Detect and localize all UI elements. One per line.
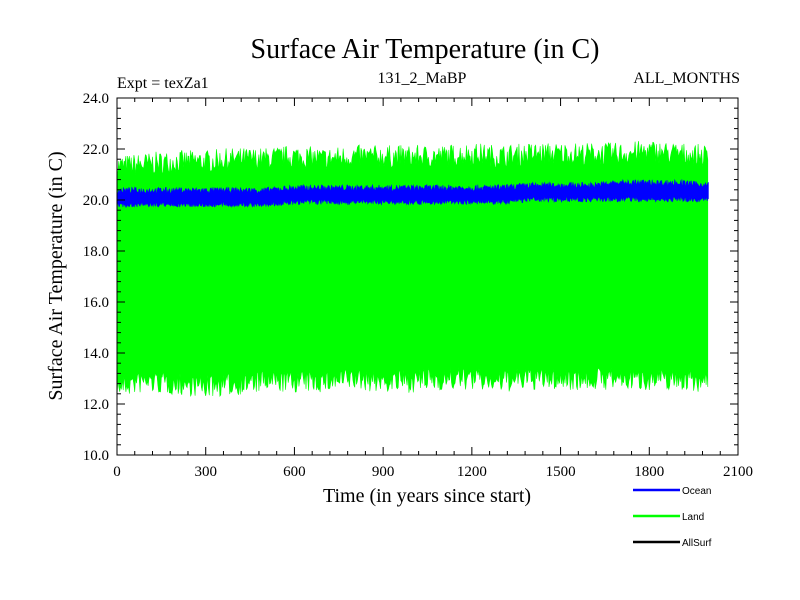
- x-tick-label: 900: [372, 464, 395, 480]
- y-tick-label: 10.0: [83, 448, 109, 464]
- y-tick-label: 12.0: [83, 397, 109, 413]
- y-tick-label: 14.0: [83, 346, 109, 362]
- x-tick-label: 300: [194, 464, 217, 480]
- legend-label-ocean: Ocean: [682, 486, 711, 497]
- subtitle-months: ALL_MONTHS: [633, 70, 740, 87]
- y-tick-label: 24.0: [83, 91, 109, 107]
- series-layer: [116, 141, 709, 397]
- y-tick-label: 20.0: [83, 193, 109, 209]
- ticks-layer: 0 300 600 900 1200 1500 1800 2100 10.0 12.0 14.0 16…: [83, 91, 753, 480]
- x-tick-label: 0: [113, 464, 121, 480]
- x-axis-label: Time (in years since start): [323, 485, 531, 507]
- subtitle-period: 131_2_MaBP: [378, 70, 467, 87]
- chart-title: Surface Air Temperature (in C): [251, 34, 600, 65]
- x-tick-label: 2100: [723, 464, 753, 480]
- y-tick-label: 18.0: [83, 244, 109, 260]
- x-tick-label: 1500: [546, 464, 576, 480]
- legend-label-allsurf: AllSurf: [682, 538, 712, 549]
- plot-frame: [116, 97, 739, 456]
- x-tick-label: 600: [283, 464, 306, 480]
- x-tick-label: 1800: [634, 464, 664, 480]
- y-tick-label: 22.0: [83, 142, 109, 158]
- y-tick-label: 16.0: [83, 295, 109, 311]
- y-axis-label: Surface Air Temperature (in C): [45, 151, 67, 400]
- series-land-band: [116, 141, 709, 397]
- x-tick-label: 1200: [457, 464, 487, 480]
- series-ocean-band: [116, 178, 709, 208]
- legend-label-land: Land: [682, 512, 704, 523]
- subtitle-experiment: Expt = texZa1: [117, 75, 209, 92]
- legend: Ocean Land AllSurf: [633, 486, 712, 549]
